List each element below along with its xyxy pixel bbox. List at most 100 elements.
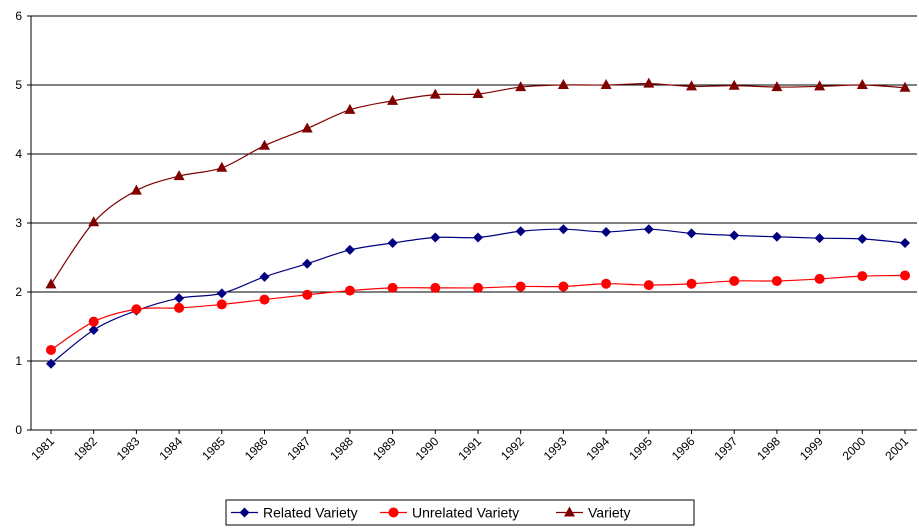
data-point-unrelated-variety <box>302 289 313 300</box>
data-point-variety <box>600 79 612 89</box>
x-tick-label: 1994 <box>583 434 612 463</box>
data-point-variety <box>130 184 142 195</box>
x-tick-label: 2001 <box>882 434 911 463</box>
gridlines <box>31 15 917 362</box>
y-tick-labels: 0 1 2 3 4 5 6 <box>15 9 22 437</box>
data-point-variety <box>856 79 868 89</box>
data-point-unrelated-variety <box>601 278 612 289</box>
x-tick-label: 1992 <box>498 434 527 463</box>
data-point-related-variety <box>771 231 782 242</box>
data-point-unrelated-variety <box>387 282 398 293</box>
x-tick-label: 1989 <box>370 434 399 463</box>
data-point-unrelated-variety <box>131 304 142 315</box>
legend-marker <box>239 507 250 518</box>
data-point-related-variety <box>686 228 697 239</box>
legend-item: Unrelated Variety <box>380 505 519 521</box>
legend: Related Variety Unrelated Variety Variety <box>225 499 695 526</box>
x-tick-label: 1987 <box>285 434 314 463</box>
data-point-related-variety <box>387 238 398 249</box>
series-line-variety <box>50 83 906 285</box>
legend-item: Variety <box>556 505 631 521</box>
data-point-variety <box>557 79 569 89</box>
axes <box>27 15 917 434</box>
data-point-related-variety <box>814 233 825 244</box>
data-point-variety <box>429 88 441 99</box>
x-tick-label: 1984 <box>156 434 185 463</box>
data-point-variety <box>814 80 826 91</box>
data-point-related-variety <box>473 232 483 243</box>
data-point-variety <box>387 94 399 105</box>
y-tick-label: 2 <box>15 285 22 299</box>
data-point-unrelated-variety <box>771 275 782 286</box>
y-tick-label: 5 <box>15 78 22 92</box>
x-tick-label: 2000 <box>840 434 869 463</box>
y-tick-label: 6 <box>15 9 22 23</box>
x-tick-label: 1988 <box>327 434 356 463</box>
data-point-variety <box>88 216 100 227</box>
data-point-unrelated-variety <box>259 294 270 305</box>
data-point-related-variety <box>601 226 612 237</box>
data-point-unrelated-variety <box>729 275 740 286</box>
x-tick-label: 1995 <box>626 434 655 463</box>
data-point-variety <box>173 170 185 181</box>
data-point-unrelated-variety <box>686 278 697 289</box>
data-point-variety <box>472 87 484 98</box>
x-tick-label: 1986 <box>242 434 271 463</box>
legend-item: Related Variety <box>231 505 358 521</box>
data-point-unrelated-variety <box>643 280 654 291</box>
data-point-related-variety <box>302 258 313 269</box>
data-point-variety <box>899 81 911 92</box>
data-point-unrelated-variety <box>174 302 185 313</box>
x-tick-label: 1985 <box>199 434 228 463</box>
data-point-unrelated-variety <box>46 344 56 355</box>
y-tick-label: 3 <box>15 216 22 230</box>
data-point-unrelated-variety <box>430 282 441 293</box>
data-point-unrelated-variety <box>88 316 99 327</box>
data-point-variety <box>771 81 783 92</box>
y-tick-label: 1 <box>15 354 22 368</box>
data-point-unrelated-variety <box>216 299 227 310</box>
data-point-related-variety <box>643 224 654 235</box>
data-point-unrelated-variety <box>558 281 569 292</box>
x-tick-label: 1981 <box>28 434 57 463</box>
series-variety <box>45 77 911 289</box>
data-point-related-variety <box>46 358 56 369</box>
data-point-related-variety <box>216 288 227 299</box>
legend-box <box>225 499 695 526</box>
x-tick-label: 1993 <box>541 434 570 463</box>
x-tick-label: 1991 <box>455 434 484 463</box>
legend-marker <box>564 506 575 517</box>
data-point-related-variety <box>259 271 270 282</box>
data-point-related-variety <box>174 293 185 304</box>
data-point-variety <box>515 81 527 92</box>
series-lines <box>45 77 911 369</box>
x-tick-label: 1982 <box>71 434 100 463</box>
x-tick-labels: 1981 1982 1983 1984 1985 1986 1987 1988 1989 1990… <box>28 434 911 463</box>
data-point-variety <box>686 80 697 91</box>
series-related-variety <box>46 224 910 369</box>
data-point-variety <box>728 79 740 90</box>
data-point-related-variety <box>729 230 740 241</box>
x-tick-label: 1996 <box>669 434 698 463</box>
data-point-unrelated-variety <box>900 270 910 281</box>
data-point-unrelated-variety <box>344 285 355 296</box>
x-tick-label: 1997 <box>712 434 741 463</box>
data-point-variety <box>643 77 655 88</box>
data-point-related-variety <box>558 224 569 235</box>
y-tick-label: 4 <box>15 147 22 161</box>
y-tick-label: 0 <box>15 423 22 437</box>
data-point-unrelated-variety <box>515 281 526 292</box>
series-unrelated-variety <box>46 270 910 355</box>
legend-label: Related Variety <box>263 505 358 521</box>
data-point-variety <box>301 122 313 133</box>
data-point-variety <box>344 103 356 114</box>
data-point-related-variety <box>857 233 868 244</box>
legend-marker <box>388 507 399 518</box>
data-point-variety <box>259 139 270 150</box>
data-point-variety <box>216 161 228 172</box>
data-point-unrelated-variety <box>473 282 483 293</box>
data-point-unrelated-variety <box>814 273 825 284</box>
legend-label: Unrelated Variety <box>412 505 519 521</box>
data-point-related-variety <box>88 324 99 335</box>
